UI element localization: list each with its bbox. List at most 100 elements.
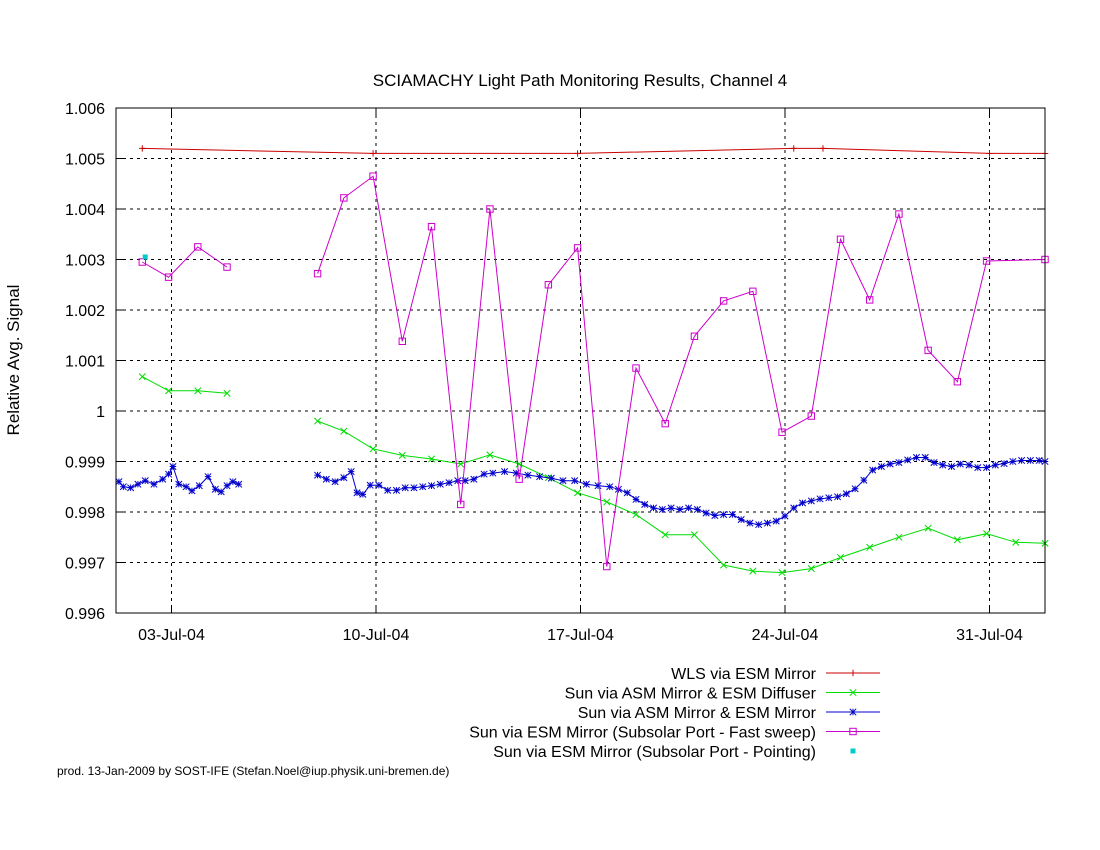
data-point [369, 150, 377, 157]
data-point [869, 466, 877, 474]
data-point [819, 145, 827, 152]
data-point [194, 387, 202, 395]
data-point [457, 460, 465, 468]
data-point [778, 569, 786, 577]
data-point [574, 150, 581, 157]
y-tick-label: 0.998 [65, 505, 105, 522]
data-point [457, 500, 465, 509]
y-tick-label: 1.006 [65, 101, 105, 118]
data-point [912, 453, 921, 462]
grid-lines [116, 108, 1045, 613]
data-point [606, 483, 614, 491]
data-point [559, 477, 567, 485]
data-point [544, 281, 553, 289]
data-point [886, 460, 894, 468]
data-point [223, 263, 231, 271]
data-point [515, 475, 523, 483]
data-point [573, 244, 582, 252]
y-tick-label: 1.002 [65, 303, 105, 320]
data-point [895, 458, 903, 467]
data-point [159, 475, 167, 483]
data-point [512, 469, 520, 477]
series-sun-via-asm-mirror-esm-mirror [115, 453, 1049, 529]
data-point [661, 531, 669, 539]
data-point [188, 487, 196, 495]
data-point [427, 455, 436, 463]
data-point [194, 243, 202, 251]
legend-label: Sun via ASM Mirror & ESM Diffuser [565, 686, 817, 703]
data-point [603, 562, 611, 571]
data-point [314, 417, 322, 425]
data-point [223, 482, 231, 490]
data-point [790, 145, 797, 152]
data-point [138, 373, 146, 381]
y-tick-label: 1.003 [65, 253, 105, 270]
data-point [924, 346, 932, 355]
data-point [486, 205, 494, 213]
data-point [436, 480, 444, 488]
x-tick-label: 24-Jul-04 [752, 627, 819, 644]
data-point [331, 478, 339, 486]
data-point [1035, 456, 1043, 465]
data-point [1012, 538, 1020, 546]
data-point [524, 471, 532, 479]
y-tick-label: 1.005 [65, 152, 105, 169]
data-point [204, 473, 212, 481]
x-tick-label: 17-Jul-04 [547, 627, 614, 644]
data-point [217, 488, 225, 496]
data-point [141, 477, 149, 485]
legend-label: Sun via ASM Mirror & ESM Mirror [578, 705, 817, 722]
data-point [632, 495, 640, 503]
data-point [486, 451, 494, 459]
data-point [340, 194, 348, 202]
data-point [195, 482, 203, 490]
series-line [142, 246, 228, 278]
data-point [851, 485, 859, 493]
data-point [991, 461, 999, 469]
data-point [134, 480, 142, 488]
data-point [419, 483, 427, 491]
data-point [711, 511, 719, 520]
data-point [807, 497, 815, 505]
series-wls-via-esm-mirror [139, 145, 1049, 157]
data-point [427, 222, 436, 231]
x-tick-label: 31-Jul-04 [956, 627, 1023, 644]
data-point [877, 462, 885, 471]
data-point [693, 505, 701, 514]
data-point [142, 254, 148, 260]
data-point [834, 493, 842, 501]
data-point [866, 296, 874, 304]
data-point [895, 210, 903, 218]
data-point [138, 258, 146, 266]
legend-label: Sun via ESM Mirror (Subsolar Port - Fast… [469, 725, 816, 742]
data-point [547, 474, 555, 482]
data-point [1000, 459, 1008, 468]
data-point [623, 489, 631, 497]
data-point [115, 478, 123, 486]
data-point [353, 489, 361, 497]
data-point [778, 428, 786, 436]
data-point [322, 475, 330, 483]
data-point [790, 504, 798, 512]
data-point [658, 505, 666, 514]
y-tick-label: 1 [96, 404, 105, 421]
data-point [719, 297, 728, 305]
data-point [983, 530, 991, 538]
data-point [445, 479, 453, 487]
legend-label: WLS via ESM Mirror [671, 666, 817, 683]
x-tick-label: 03-Jul-04 [138, 627, 205, 644]
y-axis-label: Relative Avg. Signal [4, 285, 23, 436]
data-point [366, 481, 374, 489]
legend-marker [849, 688, 857, 697]
data-point [175, 480, 183, 488]
data-point [842, 490, 850, 498]
data-point [359, 490, 367, 498]
data-point [470, 475, 478, 483]
series-line [142, 376, 228, 394]
data-point [1026, 456, 1034, 465]
legend-marker [849, 727, 857, 736]
data-point [182, 483, 190, 491]
data-point [982, 257, 991, 265]
data-point [582, 480, 590, 488]
data-point [965, 461, 973, 469]
